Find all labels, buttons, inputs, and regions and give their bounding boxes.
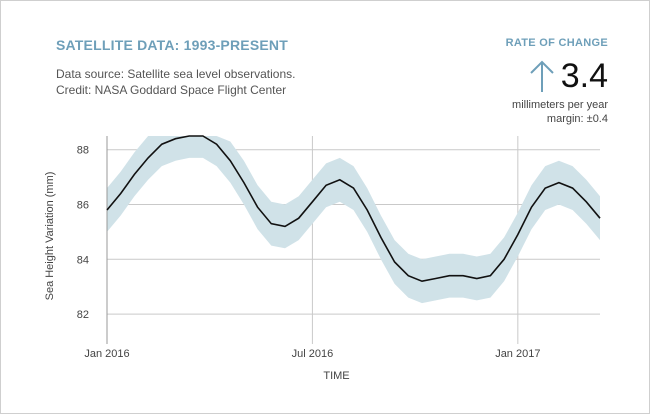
y-tick-label: 88 [77, 145, 89, 157]
rate-of-change-label: RATE OF CHANGE [505, 37, 608, 49]
y-tick-label: 82 [77, 309, 89, 321]
x-tick-label: Jul 2016 [292, 348, 334, 360]
x-axis-title: TIME [323, 370, 349, 382]
rate-margin-text: margin: ±0.4 [546, 113, 608, 125]
y-axis-title: Sea Height Variation (mm) [44, 172, 56, 301]
y-tick-label: 84 [77, 254, 89, 266]
series-line [106, 135, 601, 283]
rate-unit-text: millimeters per year [512, 99, 608, 111]
x-tick-label: Jan 2017 [495, 348, 540, 360]
rate-of-change-value-group: 3.4 [529, 56, 608, 96]
credit-text: Credit: NASA Goddard Space Flight Center [56, 83, 287, 97]
chart-title: SATELLITE DATA: 1993-PRESENT [56, 37, 288, 53]
rate-of-change-value: 3.4 [560, 57, 608, 95]
x-tick-label: Jan 2016 [84, 348, 129, 360]
up-arrow-icon [530, 60, 554, 92]
uncertainty-band [107, 136, 600, 304]
data-source-text: Data source: Satellite sea level observa… [56, 67, 296, 81]
rate-unit-block: millimeters per year margin: ±0.4 [512, 98, 608, 126]
data-source-block: Data source: Satellite sea level observa… [56, 66, 295, 98]
tick-label-layer: 82 84 86 88 Jan 2016 Jul 2016 Jan 2017 [77, 145, 541, 360]
y-tick-label: 86 [77, 199, 89, 211]
